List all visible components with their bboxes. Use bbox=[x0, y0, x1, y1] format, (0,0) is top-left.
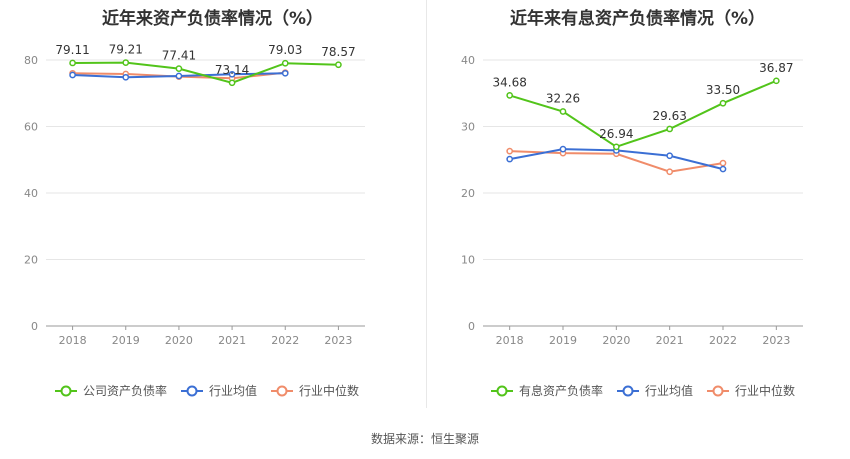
data-source: 数据来源：恒生聚源 bbox=[0, 430, 850, 447]
data-point bbox=[69, 71, 76, 79]
legend-label: 行业中位数 bbox=[735, 383, 795, 398]
data-label: 26.94 bbox=[599, 127, 633, 141]
data-point bbox=[506, 92, 514, 99]
x-tick-label: 2020 bbox=[165, 334, 193, 347]
data-point bbox=[719, 165, 727, 173]
series-line bbox=[72, 61, 339, 84]
data-label: 34.68 bbox=[492, 75, 526, 89]
y-tick-label: 40 bbox=[461, 54, 475, 67]
right-line-chart: 0 10 20 30 40 2018 2019 2020 2021 2022 2023 34.68 32… bbox=[461, 54, 803, 398]
data-point bbox=[228, 70, 236, 78]
y-tick-label: 20 bbox=[461, 187, 475, 200]
right-chart-title: 近年来有息资产负债率情况（%） bbox=[509, 9, 766, 29]
left-chart-title: 近年来资产负债率情况（%） bbox=[101, 9, 324, 29]
data-point bbox=[175, 65, 183, 72]
data-label: 79.03 bbox=[268, 43, 302, 57]
data-point bbox=[559, 145, 567, 153]
source-label: 数据来源： bbox=[370, 432, 431, 446]
data-point bbox=[719, 99, 727, 107]
data-label: 79.11 bbox=[55, 43, 89, 57]
data-point bbox=[506, 147, 514, 155]
data-label: 32.26 bbox=[546, 91, 580, 105]
legend-marker bbox=[60, 385, 72, 397]
data-point bbox=[175, 72, 183, 80]
x-tick-label: 2019 bbox=[112, 334, 140, 347]
data-point bbox=[122, 59, 130, 66]
legend-marker bbox=[622, 385, 634, 397]
data-point bbox=[666, 125, 674, 133]
data-label: 79.21 bbox=[109, 43, 143, 57]
legend-marker bbox=[186, 385, 198, 397]
legend-marker bbox=[496, 385, 508, 397]
legend-label: 公司资产负债率 bbox=[83, 383, 167, 398]
x-tick-label: 2022 bbox=[271, 334, 299, 347]
data-label: 29.63 bbox=[652, 109, 686, 123]
data-label: 73.14 bbox=[215, 63, 249, 77]
data-label: 78.57 bbox=[321, 45, 355, 59]
data-point bbox=[666, 152, 674, 160]
x-tick-label: 2018 bbox=[59, 334, 87, 347]
y-tick-label: 80 bbox=[24, 54, 38, 67]
data-point bbox=[122, 73, 130, 81]
source-value: 恒生聚源 bbox=[431, 432, 480, 446]
legend-label: 行业均值 bbox=[645, 383, 693, 398]
series-line bbox=[509, 79, 777, 148]
data-point bbox=[281, 59, 289, 67]
y-tick-label: 60 bbox=[24, 121, 38, 134]
data-point bbox=[69, 59, 76, 67]
panel-divider bbox=[426, 0, 427, 408]
y-tick-label: 0 bbox=[31, 320, 38, 333]
data-point bbox=[506, 155, 514, 163]
legend-marker bbox=[712, 385, 724, 397]
legend-label: 行业中位数 bbox=[299, 383, 359, 398]
data-point bbox=[772, 77, 780, 85]
data-label: 36.87 bbox=[759, 61, 793, 75]
data-label: 33.50 bbox=[706, 83, 740, 97]
x-tick-label: 2019 bbox=[549, 334, 577, 347]
legend-label: 有息资产负债率 bbox=[519, 383, 603, 398]
data-point bbox=[719, 159, 727, 167]
y-tick-label: 10 bbox=[461, 254, 475, 267]
x-tick-label: 2021 bbox=[218, 334, 246, 347]
data-point bbox=[228, 79, 236, 87]
x-tick-label: 2023 bbox=[762, 334, 790, 347]
data-point bbox=[281, 69, 289, 77]
data-label: 77.41 bbox=[162, 49, 196, 63]
legend-label: 行业均值 bbox=[209, 383, 257, 398]
data-point bbox=[612, 143, 620, 151]
x-tick-label: 2022 bbox=[709, 334, 737, 347]
y-tick-label: 40 bbox=[24, 187, 38, 200]
y-tick-label: 30 bbox=[461, 121, 475, 134]
data-point bbox=[559, 108, 567, 115]
y-tick-label: 0 bbox=[468, 320, 475, 333]
x-tick-label: 2023 bbox=[324, 334, 352, 347]
x-tick-label: 2020 bbox=[602, 334, 630, 347]
y-tick-label: 20 bbox=[24, 254, 38, 267]
legend-marker bbox=[276, 385, 288, 397]
x-tick-label: 2018 bbox=[496, 334, 524, 347]
data-point bbox=[335, 61, 342, 69]
data-point bbox=[666, 168, 674, 176]
x-tick-label: 2021 bbox=[656, 334, 684, 347]
left-line-chart: 0 20 40 60 80 2018 2019 2020 2021 2022 2023 79.11 79… bbox=[24, 43, 365, 398]
